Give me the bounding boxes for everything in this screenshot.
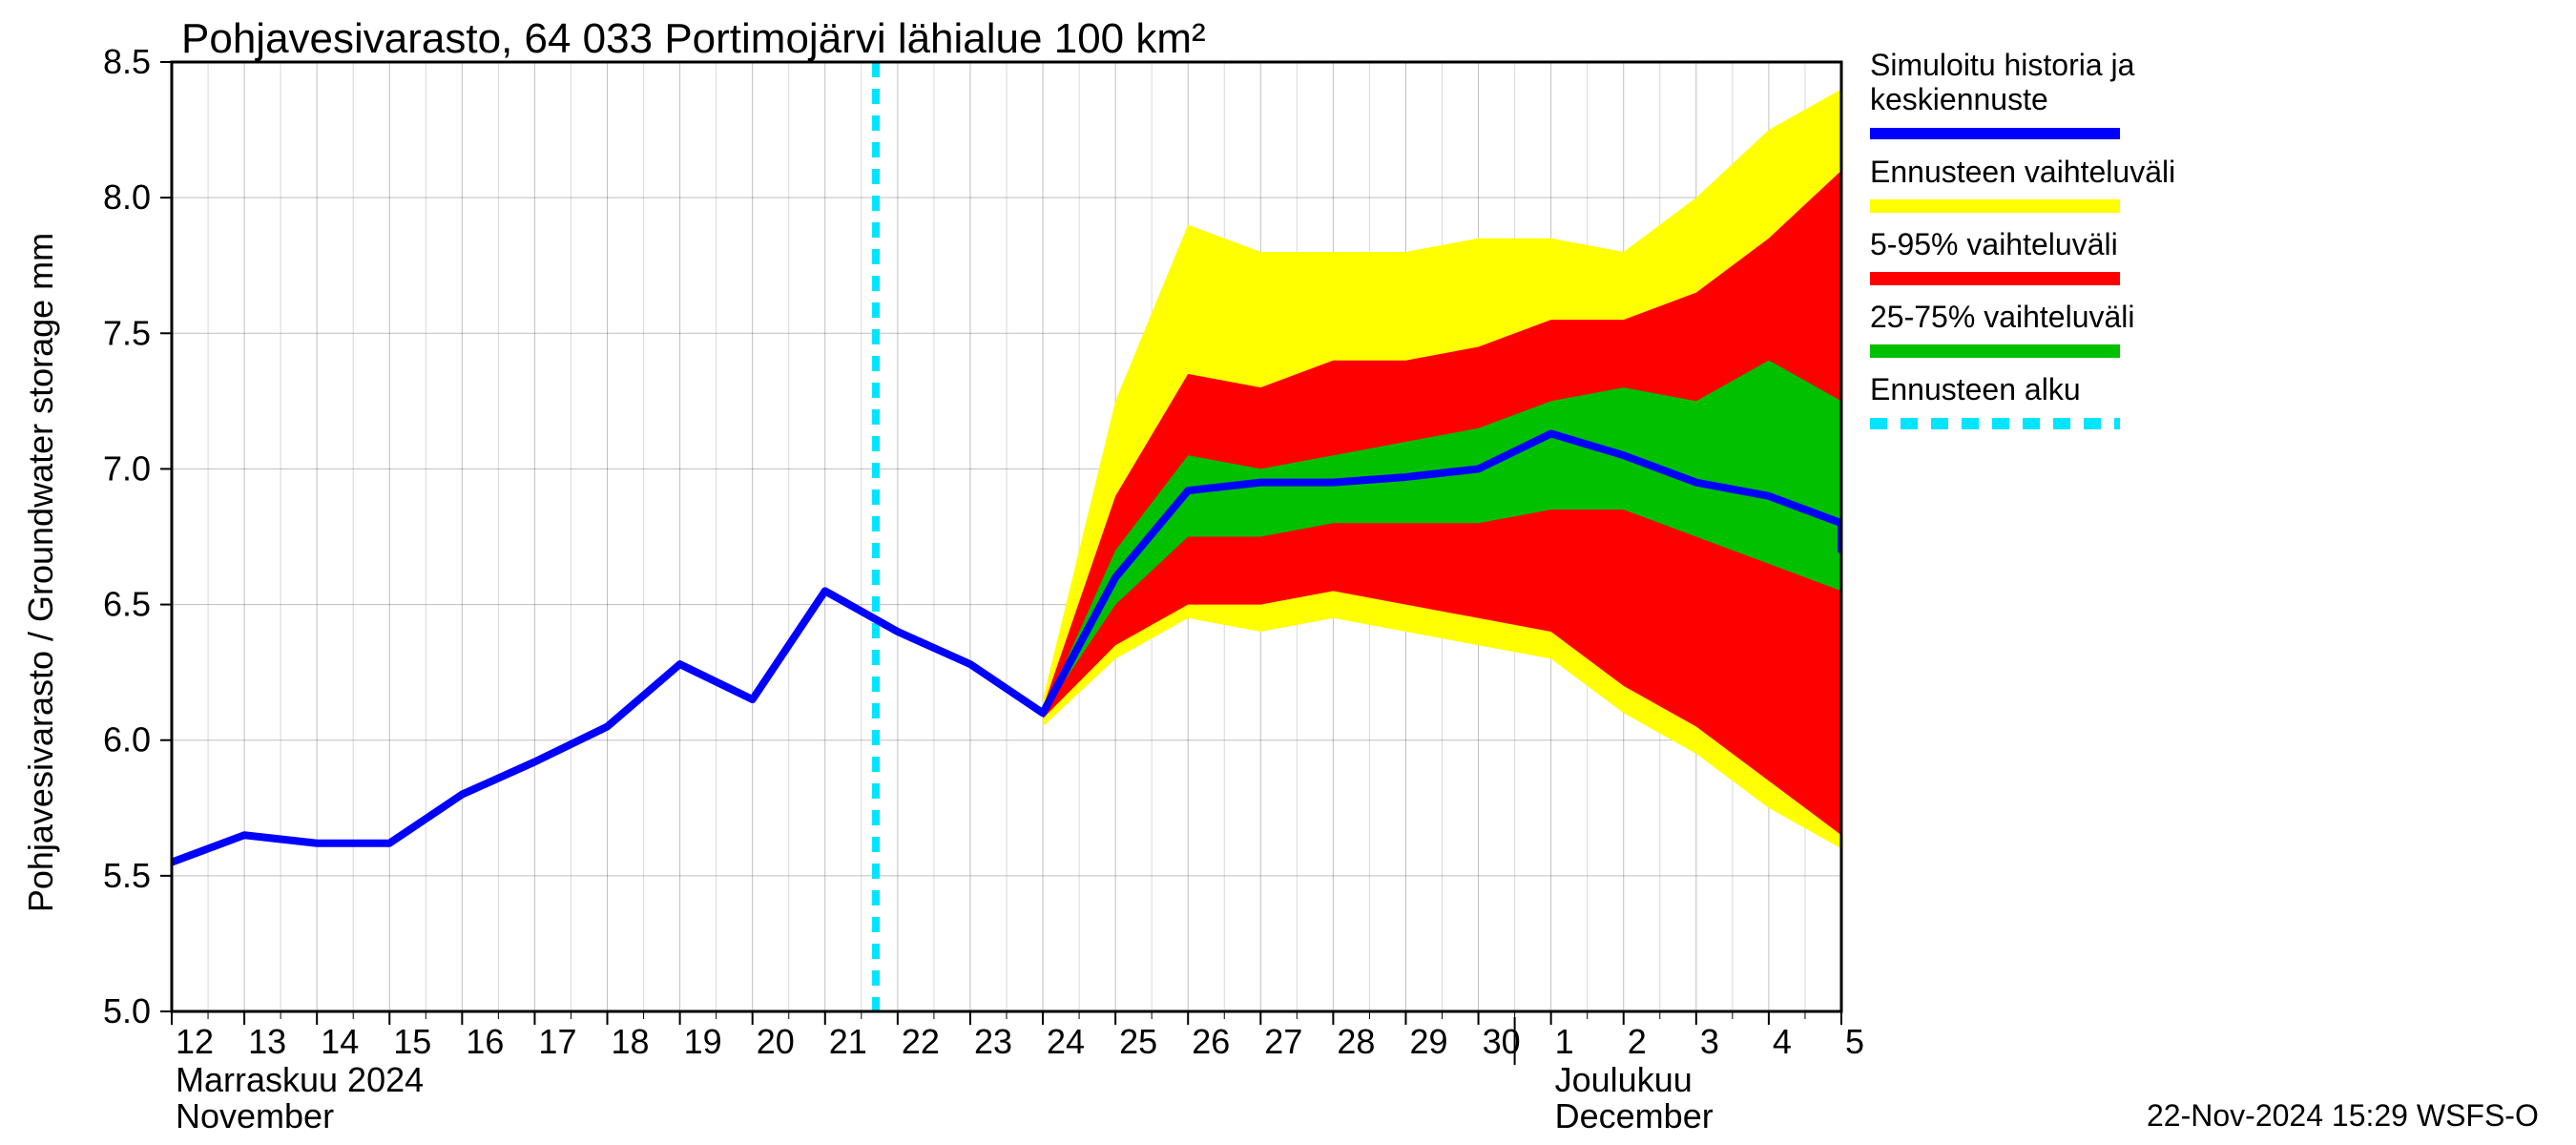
legend-swatch [1870,344,2120,358]
legend-label: Simuloitu historia ja [1870,48,2135,82]
legend-label: Ennusteen alku [1870,372,2081,406]
footer-timestamp: 22-Nov-2024 15:29 WSFS-O [2147,1098,2539,1133]
x-tick-label: 13 [248,1022,286,1061]
legend-label: keskiennuste [1870,82,2048,116]
month-label-en: November [176,1096,334,1135]
x-tick-label: 2 [1628,1022,1647,1061]
y-axis-label: Pohjavesivarasto / Groundwater storage m… [21,233,60,912]
legend-label: 25-75% vaihteluväli [1870,300,2135,334]
x-tick-label: 28 [1337,1022,1375,1061]
x-tick-label: 19 [684,1022,722,1061]
x-tick-label: 26 [1192,1022,1230,1061]
x-tick-label: 23 [974,1022,1012,1061]
x-tick-label: 22 [902,1022,940,1061]
x-tick-label: 14 [321,1022,359,1061]
y-tick-label: 6.5 [103,585,151,624]
legend-swatch [1870,272,2120,285]
x-tick-label: 1 [1555,1022,1574,1061]
x-tick-label: 5 [1845,1022,1864,1061]
x-tick-label: 16 [466,1022,504,1061]
chart-title: Pohjavesivarasto, 64 033 Portimojärvi lä… [181,15,1206,62]
month-label-fi: Joulukuu [1555,1060,1693,1099]
y-tick-label: 8.0 [103,177,151,217]
x-tick-label: 25 [1119,1022,1157,1061]
x-tick-label: 24 [1047,1022,1085,1061]
x-tick-label: 29 [1409,1022,1447,1061]
legend: Simuloitu historia jakeskiennuste Ennuste… [1870,48,2175,424]
x-tick-label: 17 [538,1022,576,1061]
y-tick-label: 5.5 [103,856,151,895]
legend-label: 5-95% vaihteluväli [1870,227,2118,261]
month-label-en: December [1555,1096,1714,1135]
y-tick-label: 7.5 [103,313,151,352]
x-tick-label: 18 [612,1022,650,1061]
y-tick-label: 8.5 [103,42,151,81]
y-tick-label: 7.0 [103,448,151,488]
y-tick-label: 5.0 [103,991,151,1030]
x-tick-label: 15 [393,1022,431,1061]
x-tick-label: 12 [176,1022,214,1061]
x-tick-label: 3 [1700,1022,1719,1061]
x-tick-label: 20 [757,1022,795,1061]
x-tick-label: 4 [1773,1022,1792,1061]
x-tick-label: 27 [1264,1022,1302,1061]
y-tick-label: 6.0 [103,720,151,760]
month-label-fi: Marraskuu 2024 [176,1060,424,1099]
x-tick-label: 21 [829,1022,867,1061]
legend-label: Ennusteen vaihteluväli [1870,155,2175,189]
legend-swatch [1870,199,2120,213]
